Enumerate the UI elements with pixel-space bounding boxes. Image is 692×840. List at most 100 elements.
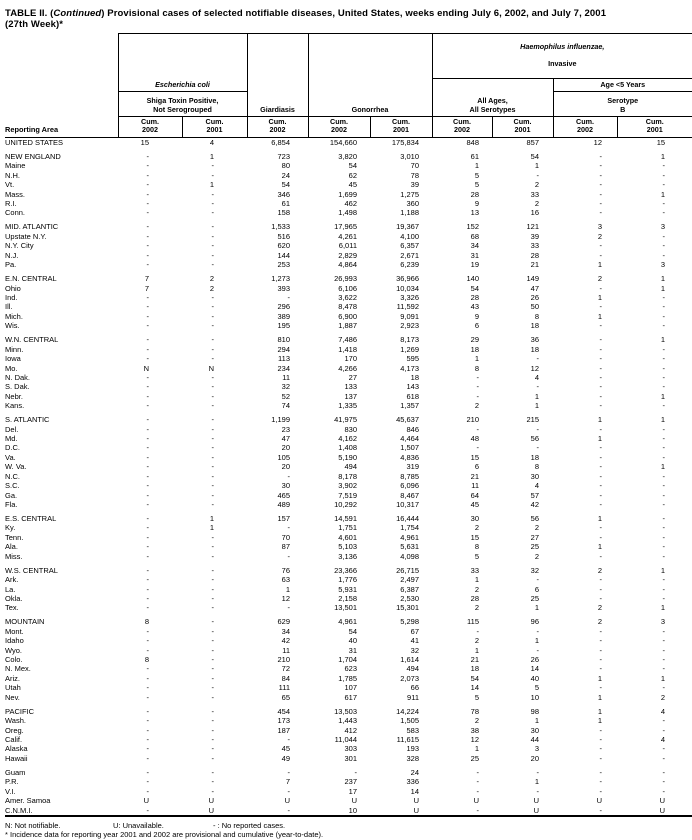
value-cell: - xyxy=(662,626,666,636)
value-cell: - xyxy=(662,744,666,754)
value-cell: 1 xyxy=(285,584,291,594)
value-cell: - xyxy=(662,344,666,354)
table-row: Vt. - 1 54 45 39 5 2 - - xyxy=(5,180,692,189)
value-cell: - xyxy=(146,692,150,702)
value-cell: - xyxy=(662,170,666,180)
value-cell: - xyxy=(662,551,666,561)
value-cell: 6,011 xyxy=(338,241,358,251)
value-cell: U xyxy=(596,796,603,806)
value-cell: - xyxy=(211,753,215,763)
value-cell: 10 xyxy=(530,692,540,702)
value-cell: 13,501 xyxy=(334,603,358,613)
table-row: Ohio 7 2 393 6,106 10,034 54 47 - 1 xyxy=(5,284,692,293)
value-cell: 5 xyxy=(474,692,480,702)
value-cell: 454 xyxy=(277,706,291,716)
value-cell: 319 xyxy=(406,462,420,472)
value-cell: - xyxy=(287,551,291,561)
table-row: Guam - - - - 24 - - - - xyxy=(5,768,692,777)
value-cell: - xyxy=(211,401,215,411)
value-cell: 1 xyxy=(209,514,215,523)
value-cell: - xyxy=(146,523,150,533)
value-cell: 61 xyxy=(470,151,480,161)
reporting-area-cell: Wash. xyxy=(5,716,26,726)
value-cell: - xyxy=(662,293,666,302)
table-row: N.J. - - 144 2,829 2,671 31 28 - - xyxy=(5,251,692,260)
table-row: N.C. - - - 8,178 8,785 21 30 - - xyxy=(5,472,692,481)
value-cell: 237 xyxy=(344,777,358,787)
table-row: S. ATLANTIC - - 1,199 41,975 45,637 210 215 1 1 xyxy=(5,415,692,424)
value-cell: 1,776 xyxy=(338,575,358,585)
value-cell: 26,993 xyxy=(334,274,358,284)
value-cell: 28 xyxy=(470,189,480,199)
reporting-area-cell: Mich. xyxy=(5,311,23,321)
table-row: S.C. - - 30 3,902 6,096 11 4 - - xyxy=(5,481,692,490)
table-row: Okla. - - 12 2,158 2,530 28 25 - - xyxy=(5,594,692,603)
reporting-area-cell: N. Dak. xyxy=(5,372,31,382)
value-cell: 303 xyxy=(344,744,358,754)
value-cell: - xyxy=(662,471,666,481)
value-cell: - xyxy=(662,443,666,453)
value-cell: 40 xyxy=(530,673,540,683)
value-cell: 3,622 xyxy=(338,293,358,302)
table-row: N.H. - - 24 62 78 5 - - - xyxy=(5,171,692,180)
value-cell: 54 xyxy=(281,180,291,190)
value-cell: - xyxy=(599,725,603,735)
value-cell: 17,965 xyxy=(334,222,358,232)
value-cell: - xyxy=(287,603,291,613)
value-cell: 10,317 xyxy=(396,499,420,509)
value-cell: 36,966 xyxy=(396,274,420,284)
value-cell: 78 xyxy=(470,706,480,716)
value-cell: 1,704 xyxy=(338,655,358,665)
value-cell: 4,864 xyxy=(338,260,358,270)
value-cell: 7,486 xyxy=(338,335,358,345)
value-cell: 1,418 xyxy=(338,344,358,354)
value-cell: 21 xyxy=(470,655,480,665)
value-cell: - xyxy=(662,786,666,796)
reporting-area-cell: Del. xyxy=(5,424,19,434)
table-row: Conn. - - 158 1,498 1,188 13 16 - - xyxy=(5,208,692,217)
value-cell: 47 xyxy=(530,283,540,293)
value-cell: 18 xyxy=(530,452,540,462)
value-cell: 56 xyxy=(530,514,540,523)
value-cell: 4,173 xyxy=(400,363,420,373)
value-cell: 173 xyxy=(277,716,291,726)
value-cell: 66 xyxy=(410,683,420,693)
value-cell: - xyxy=(146,744,150,754)
value-cell: 1 xyxy=(534,603,540,613)
value-cell: - xyxy=(211,673,215,683)
value-cell: 5,931 xyxy=(338,584,358,594)
value-cell: - xyxy=(662,575,666,585)
value-cell: - xyxy=(662,645,666,655)
value-cell: 52 xyxy=(281,391,291,401)
value-cell: 18 xyxy=(470,664,480,674)
value-cell: 2 xyxy=(534,180,540,190)
value-cell: - xyxy=(211,471,215,481)
value-cell: - xyxy=(599,523,603,533)
value-cell: - xyxy=(662,499,666,509)
value-cell: 18 xyxy=(530,344,540,354)
value-cell: - xyxy=(599,532,603,542)
value-cell: 68 xyxy=(470,231,480,241)
table-row: Alaska - - 45 303 193 1 3 - - xyxy=(5,744,692,753)
value-cell: 15 xyxy=(470,452,480,462)
value-cell: 462 xyxy=(344,198,358,208)
value-cell: 32 xyxy=(530,565,540,575)
title-week: (27th Week)* xyxy=(5,19,64,30)
value-cell: 620 xyxy=(277,241,291,251)
value-cell: - xyxy=(599,636,603,646)
value-cell: 20 xyxy=(281,443,291,453)
value-cell: - xyxy=(146,241,150,251)
reporting-area-cell: Mo. xyxy=(5,363,18,373)
value-cell: 1 xyxy=(660,673,666,683)
value-cell: - xyxy=(146,786,150,796)
value-cell: - xyxy=(146,716,150,726)
value-cell: 583 xyxy=(406,725,420,735)
table-row: Ind. - - - 3,622 3,326 28 26 1 - xyxy=(5,293,692,302)
value-cell: 911 xyxy=(407,692,420,702)
value-cell: - xyxy=(476,767,480,777)
value-cell: 48 xyxy=(470,434,480,444)
value-cell: 7 xyxy=(144,283,149,293)
value-cell: 54 xyxy=(470,283,480,293)
value-cell: - xyxy=(146,593,150,603)
value-cell: 857 xyxy=(526,137,540,147)
